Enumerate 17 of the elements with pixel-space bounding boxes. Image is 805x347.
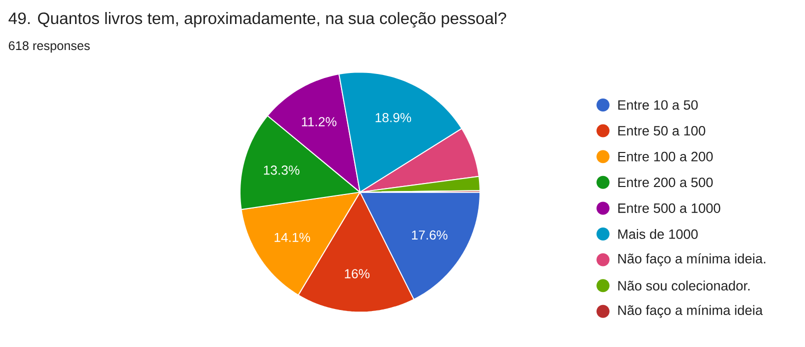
data-label: 18.9% (376, 113, 412, 122)
legend-label: Entre 10 a 50 (618, 100, 698, 110)
legend-label: Não faço a mínima ideia (618, 304, 763, 318)
data-label: 13.3% (264, 166, 300, 175)
legend-label: Entre 50 a 100 (618, 126, 706, 136)
data-label: 11.2% (302, 117, 336, 126)
legend-label: Não faço a mínima ideia. (618, 253, 766, 266)
legend-label: Entre 500 a 1000 (618, 203, 720, 213)
legend-label: Entre 200 a 500 (618, 178, 713, 188)
legend-label: Entre 100 a 200 (618, 152, 713, 162)
legend-label: Mais de 1000 (618, 229, 698, 239)
text: 618 responses (8, 41, 90, 53)
data-label: 14.1% (274, 232, 310, 242)
data-label: 16% (344, 269, 370, 278)
legend-label: Não sou colecionador. (618, 280, 750, 291)
chart-title: 49. Quantos livros tem, aproximadamente, na sua coleção pessoal? (8, 12, 506, 28)
data-label: 17.6% (412, 230, 448, 240)
